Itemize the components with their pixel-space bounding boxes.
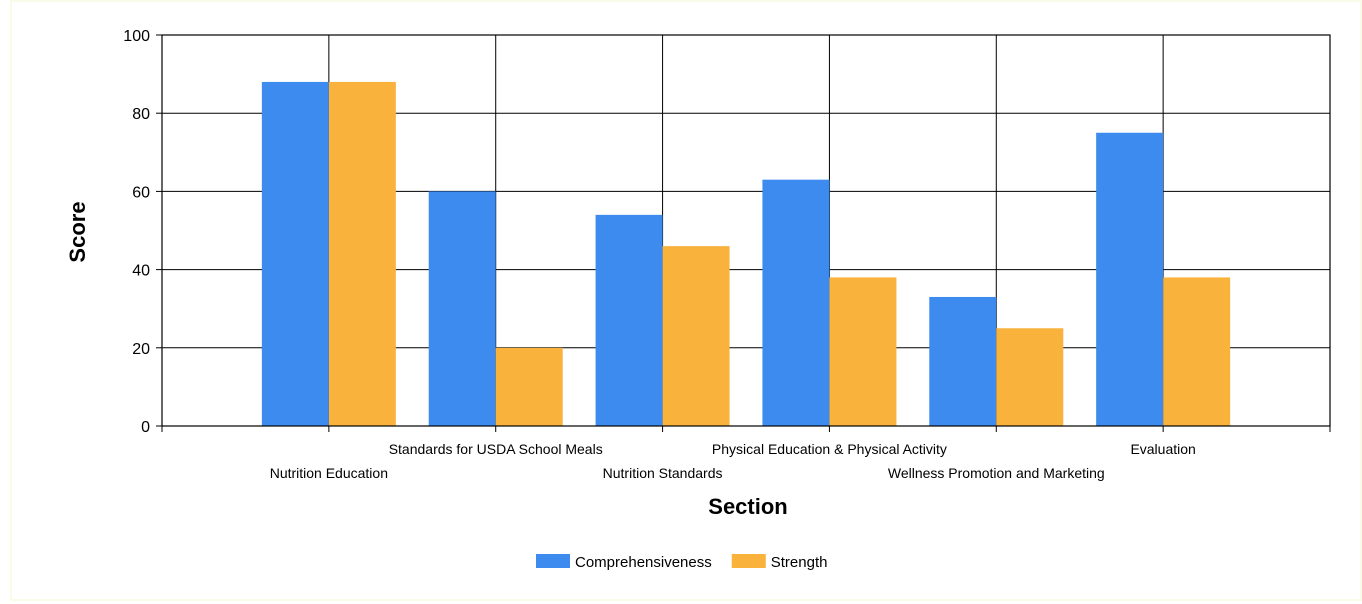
x-category-label: Standards for USDA School Meals <box>389 441 603 457</box>
bar-comprehensiveness-4 <box>762 179 830 426</box>
legend-label: Comprehensiveness <box>575 554 712 571</box>
x-category-label: Nutrition Education <box>270 465 388 481</box>
y-tick-label: 20 <box>132 341 150 358</box>
bar-strength-3 <box>662 246 730 426</box>
bar-comprehensiveness-5 <box>929 296 997 426</box>
bar-strength-6 <box>1163 277 1231 426</box>
bar-comprehensiveness-6 <box>1096 132 1164 426</box>
y-tick-label: 80 <box>132 106 150 123</box>
y-tick-label: 60 <box>132 184 150 201</box>
x-category-label: Wellness Promotion and Marketing <box>888 465 1105 481</box>
x-category-label: Evaluation <box>1130 441 1195 457</box>
legend-item: Strength <box>731 554 828 571</box>
y-tick-label: 40 <box>132 263 150 280</box>
axes <box>156 34 1331 432</box>
legend-swatch <box>731 554 766 568</box>
bar-strength-1 <box>328 81 396 427</box>
bar-strength-2 <box>495 347 563 426</box>
x-category-label: Nutrition Standards <box>603 465 723 481</box>
legend-swatch <box>536 554 570 568</box>
x-category-label: Physical Education & Physical Activity <box>712 441 947 457</box>
y-tick-labels: 0 20 40 60 80 100 <box>123 28 150 436</box>
y-tick-label: 0 <box>141 419 150 436</box>
x-axis-title: Section <box>708 494 787 519</box>
bar-comprehensiveness-1 <box>261 81 329 427</box>
bar-strength-5 <box>996 328 1064 426</box>
y-axis-title: Score <box>65 201 90 262</box>
chart-frame: 0 20 40 60 80 100 Nutrition Education Standard… <box>10 0 1362 601</box>
bars <box>261 81 1231 427</box>
bar-comprehensiveness-3 <box>595 214 663 426</box>
bar-chart: 0 20 40 60 80 100 Nutrition EducationStandard… <box>65 28 1331 571</box>
legend-item: Comprehensiveness <box>536 554 712 571</box>
legend: Comprehensiveness Strength <box>536 554 827 571</box>
bar-strength-4 <box>829 277 897 426</box>
legend-label: Strength <box>771 554 828 571</box>
plot-border <box>161 34 1331 427</box>
y-tick-label: 100 <box>123 28 150 45</box>
bar-comprehensiveness-2 <box>428 191 496 426</box>
